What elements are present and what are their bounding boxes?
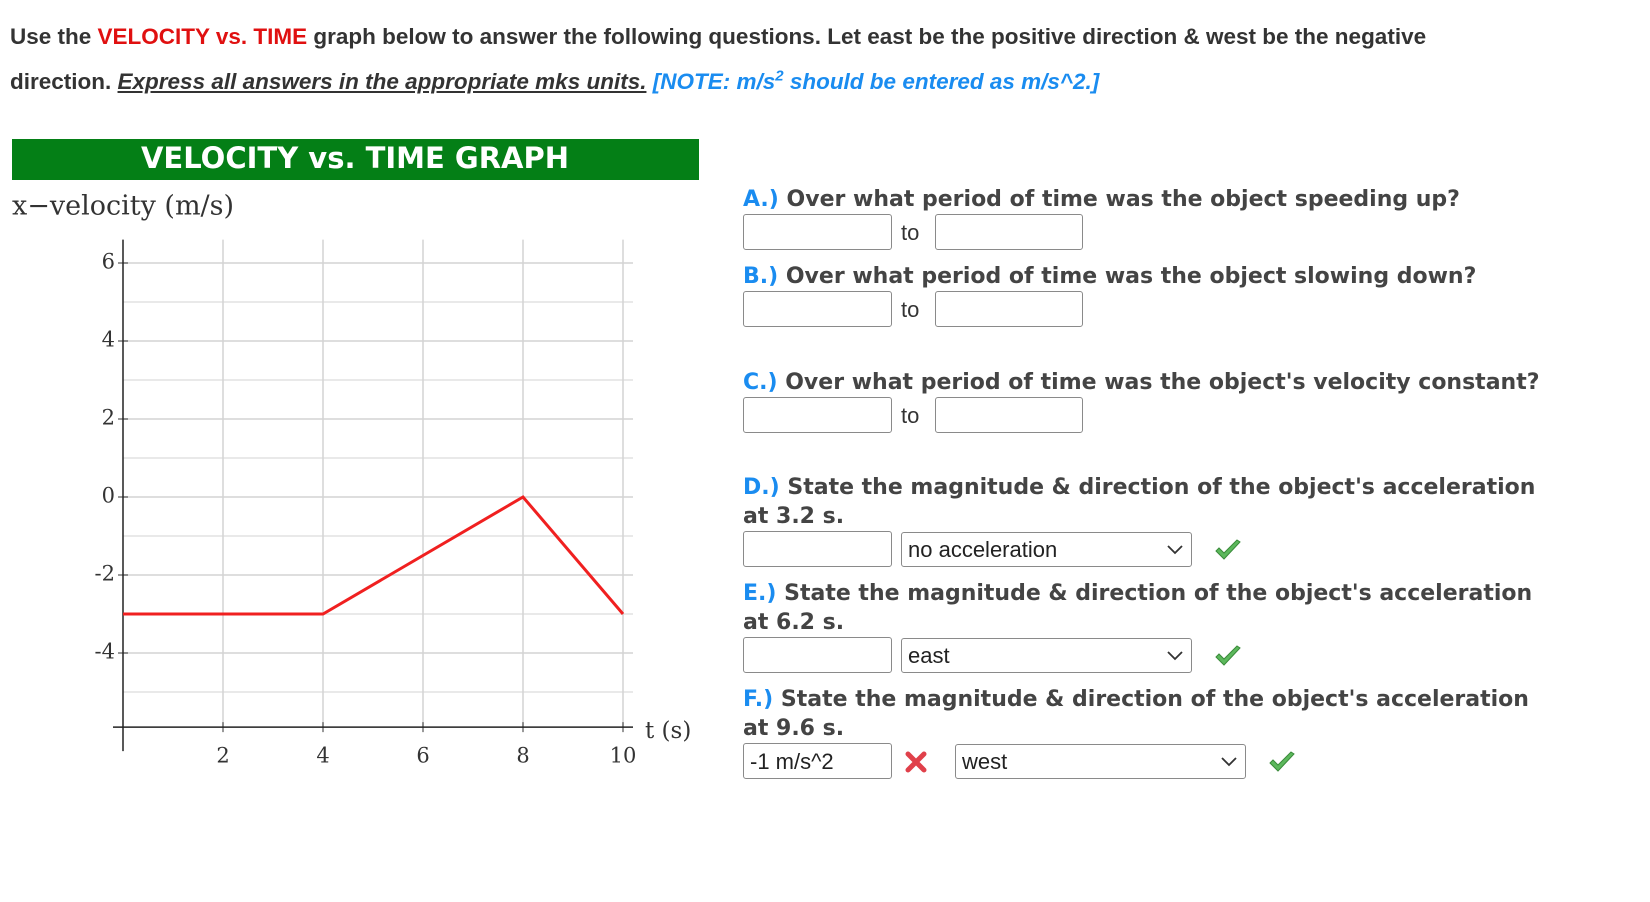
question-body: Over what period of time was the object … — [786, 187, 1460, 212]
question-text: B.) Over what period of time was the obj… — [743, 262, 1558, 291]
y-axis-label: x−velocity (m/s) — [12, 191, 234, 222]
answer-input[interactable]: -1 m/s^2 — [743, 743, 892, 779]
question-label: A.) — [743, 187, 779, 212]
direction-select[interactable]: no acceleration — [901, 532, 1192, 567]
answer-input[interactable] — [935, 397, 1083, 433]
instructions: Use the VELOCITY vs. TIME graph below to… — [10, 14, 1490, 104]
check-icon — [1215, 645, 1241, 666]
question-label: B.) — [743, 264, 779, 289]
dropdown-arrow — [1167, 651, 1183, 661]
question-text: E.) State the magnitude & direction of t… — [743, 579, 1558, 637]
intro-note: [NOTE: m/s2 should be entered as m/s^2.] — [646, 67, 1100, 95]
intro-body: graph below to answer the following ques… — [10, 24, 1427, 94]
connector: to — [901, 403, 920, 428]
note-end: should be entered as m/s^2.] — [783, 69, 1100, 94]
direction-value: no acceleration — [908, 537, 1058, 562]
y-tick-label: 4 — [102, 328, 115, 352]
title-banner — [12, 139, 699, 180]
question: B.) Over what period of time was the obj… — [743, 262, 1558, 331]
dropdown-arrow — [1167, 545, 1183, 555]
cross-icon — [905, 751, 927, 773]
note-text: [NOTE: m/s — [646, 69, 776, 94]
direction-select[interactable]: west — [955, 744, 1246, 779]
question-body: State the magnitude & direction of the o… — [743, 581, 1533, 635]
question: A.) Over what period of time was the obj… — [743, 185, 1558, 254]
answer-row: to — [743, 397, 1558, 437]
velocity-line — [123, 495, 625, 616]
y-tick-label: 6 — [102, 250, 115, 274]
question: D.) State the magnitude & direction of t… — [743, 473, 1558, 571]
answer-value: -1 m/s^2 — [750, 749, 834, 774]
question-text: F.) State the magnitude & direction of t… — [743, 685, 1558, 743]
check-icon — [1269, 751, 1295, 772]
y-tick-label: 2 — [102, 406, 115, 430]
answer-input[interactable] — [935, 214, 1083, 250]
answer-input[interactable] — [743, 397, 892, 433]
question: C.) Over what period of time was the obj… — [743, 368, 1558, 437]
direction-select[interactable]: east — [901, 638, 1192, 673]
answer-input[interactable] — [935, 291, 1083, 327]
question: E.) State the magnitude & direction of t… — [743, 579, 1558, 677]
y-tick-label: -2 — [95, 562, 115, 586]
intro-emphasis: Express all answers in the appropriate m… — [117, 69, 647, 94]
chart-title: VELOCITY vs. TIME GRAPH — [141, 141, 569, 175]
question-body: Over what period of time was the object'… — [785, 370, 1540, 395]
question-label: E.) — [743, 581, 777, 606]
check-icon — [1215, 539, 1241, 560]
question-text: D.) State the magnitude & direction of t… — [743, 473, 1558, 531]
question-body: State the magnitude & direction of the o… — [743, 475, 1536, 529]
connector: to — [901, 220, 920, 245]
connector: to — [901, 297, 920, 322]
question: F.) State the magnitude & direction of t… — [743, 685, 1558, 783]
answer-input[interactable] — [743, 291, 892, 327]
x-tick-label: 4 — [316, 744, 329, 768]
question-label: D.) — [743, 475, 780, 500]
x-tick-label: 8 — [516, 744, 529, 768]
intro-lead: Use the — [10, 24, 98, 49]
question-label: F.) — [743, 687, 774, 712]
intro-highlight: VELOCITY vs. TIME — [97, 24, 308, 49]
chart: VELOCITY vs. TIME GRAPH x−velocity (m/s)… — [12, 139, 699, 768]
note-sup: 2 — [775, 67, 784, 85]
answer-row: to — [743, 291, 1558, 331]
answer-row: no acceleration — [743, 531, 1558, 571]
direction-value: west — [962, 749, 1008, 774]
dropdown-arrow — [1221, 757, 1237, 767]
answer-row: to — [743, 214, 1558, 254]
x-axis-label: t (s) — [645, 718, 691, 744]
y-tick-label: 0 — [102, 484, 115, 508]
answer-input[interactable] — [743, 214, 892, 250]
answer-input[interactable] — [743, 531, 892, 567]
answer-row: east — [743, 637, 1558, 677]
question-text: A.) Over what period of time was the obj… — [743, 185, 1558, 214]
direction-value: east — [908, 643, 950, 668]
x-tick-label: 6 — [416, 744, 429, 768]
question-body: State the magnitude & direction of the o… — [743, 687, 1529, 741]
y-tick-label: -4 — [95, 640, 115, 664]
question-body: Over what period of time was the object … — [785, 264, 1477, 289]
question-text: C.) Over what period of time was the obj… — [743, 368, 1558, 397]
question-label: C.) — [743, 370, 778, 395]
x-tick-label: 2 — [216, 744, 229, 768]
answer-row: -1 m/s^2 west — [743, 743, 1558, 783]
answer-input[interactable] — [743, 637, 892, 673]
x-tick-label: 10 — [610, 744, 637, 768]
